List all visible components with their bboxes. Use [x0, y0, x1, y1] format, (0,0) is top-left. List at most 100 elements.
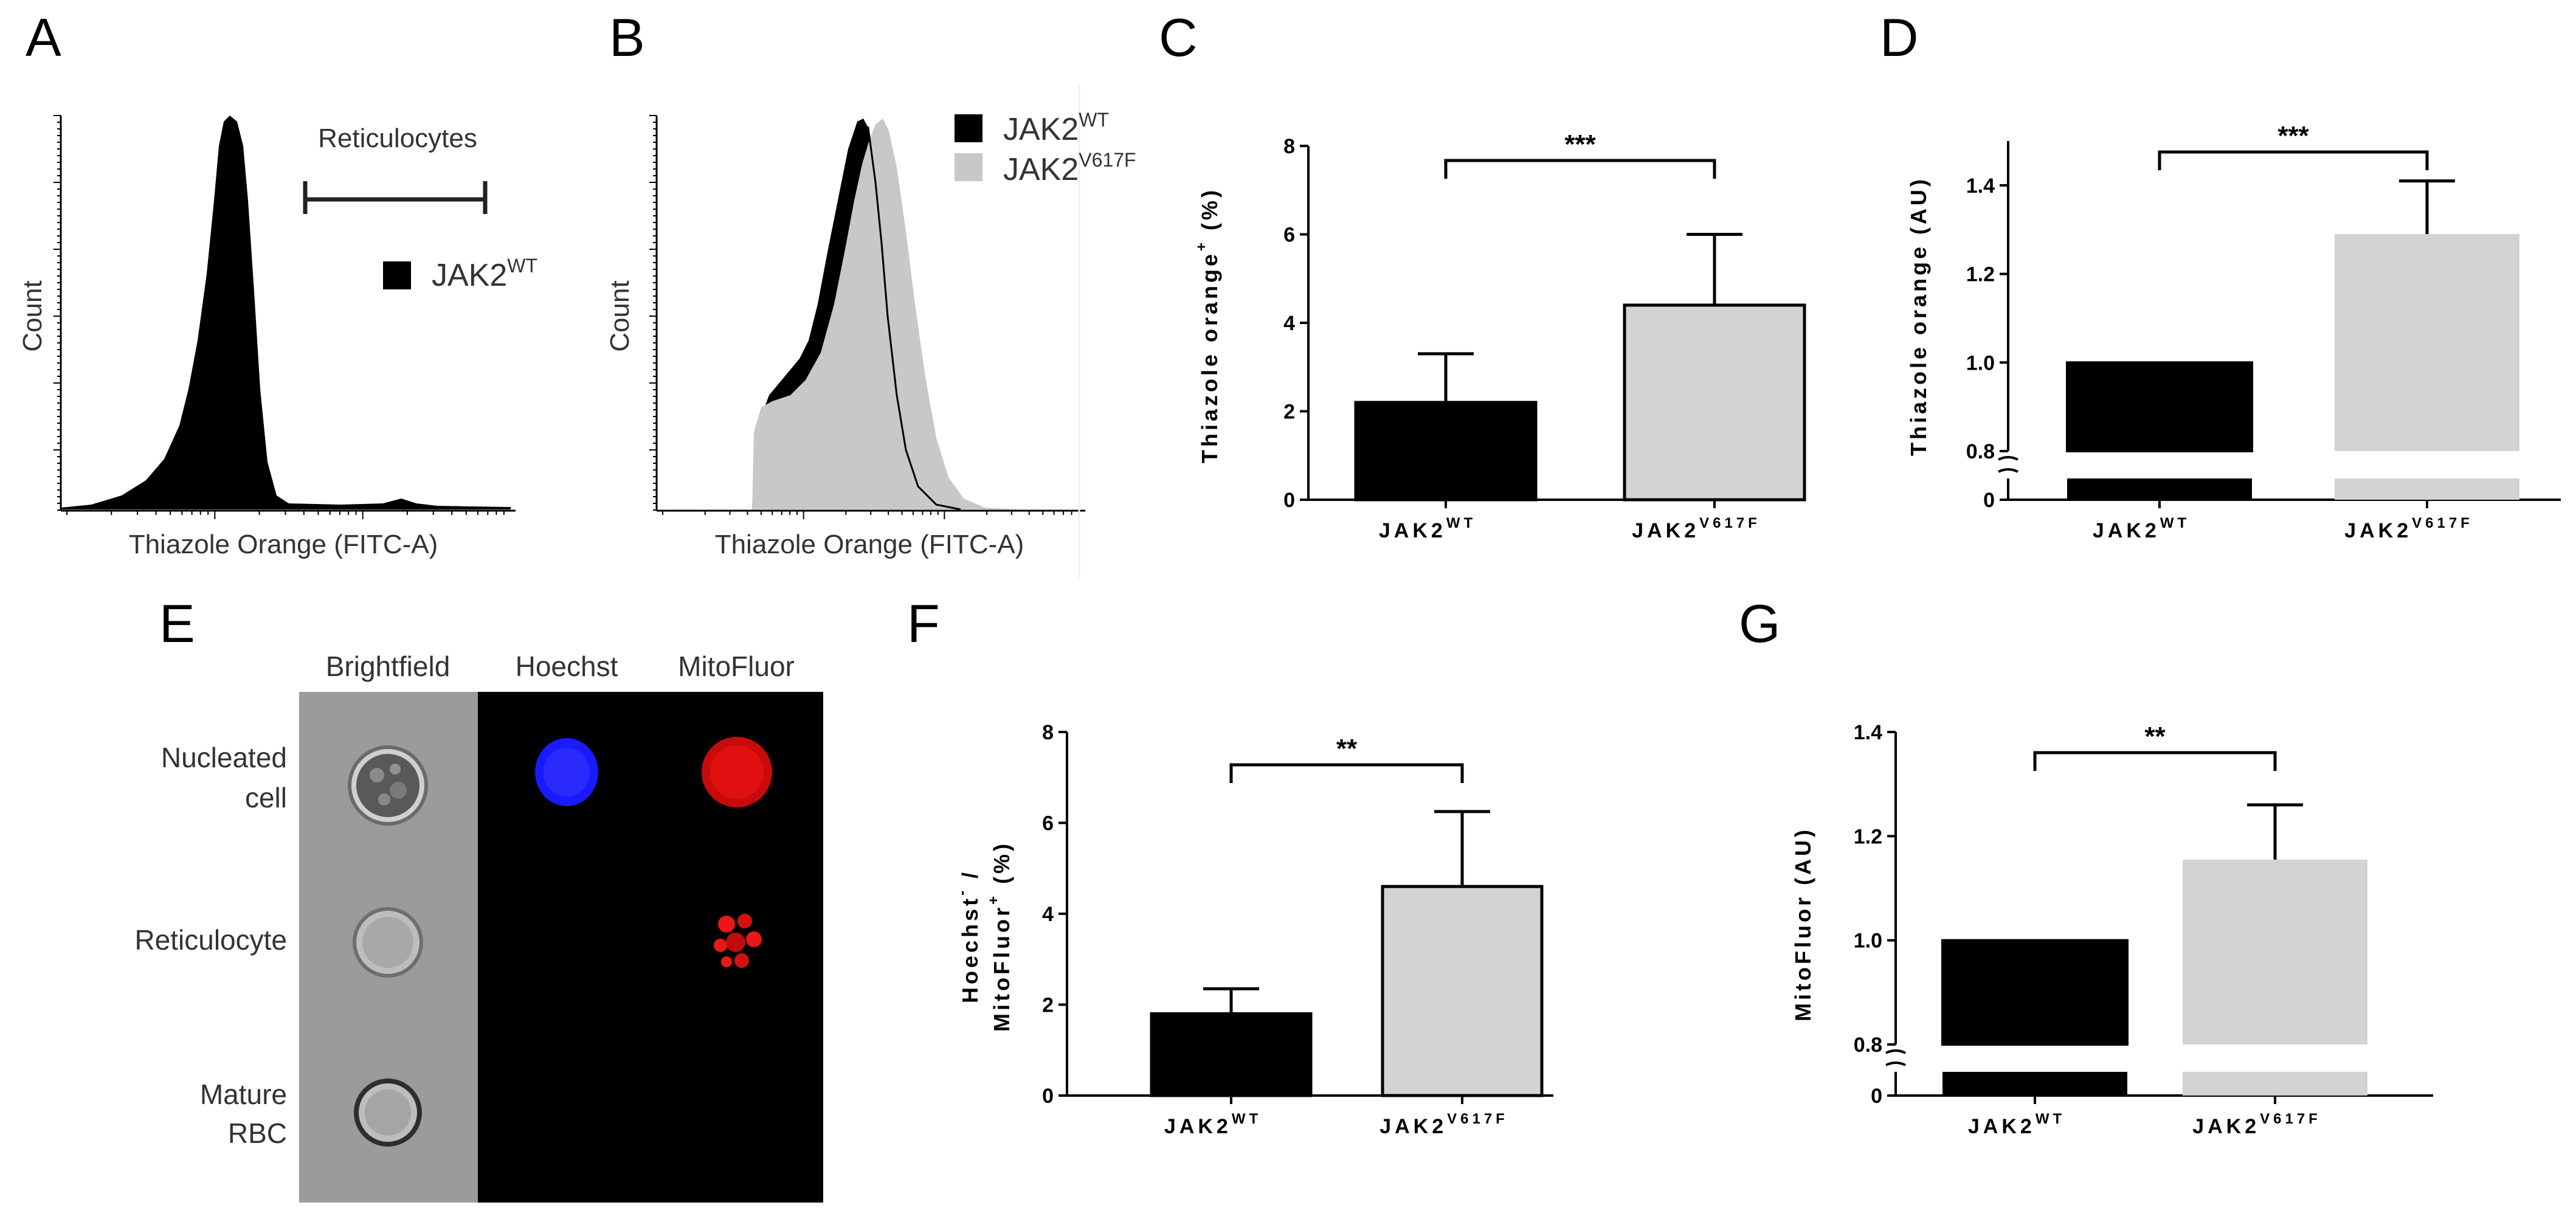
bar-wt-lower	[2067, 478, 2252, 500]
y-tick-label: 0	[1983, 489, 1995, 512]
y-tick-label: 2	[1042, 994, 1054, 1017]
significance-bracket	[1444, 159, 1716, 179]
x-category-label: JAK2V617F	[1380, 1111, 1508, 1138]
panel-label-f: F	[907, 593, 940, 654]
y-tick-label: 1.4	[1966, 174, 1995, 198]
panel-label-e: E	[159, 593, 195, 654]
panel-a-x-label: Thiazole Orange (FITC-A)	[129, 530, 438, 559]
panel-e-row1-line2: cell	[245, 782, 287, 813]
y-tick-label: 0	[1871, 1085, 1882, 1108]
y-tick-label: 1.2	[1966, 263, 1995, 286]
panel-b-x-ticks	[662, 511, 1080, 519]
y-tick-label: 8	[1042, 721, 1054, 744]
y-tick-label: 6	[1283, 224, 1295, 247]
x-category-label: JAK2WT	[1379, 515, 1476, 542]
panel-g-y-label: MitoFluor (AU)	[1790, 827, 1815, 1021]
significance-label: **	[1336, 734, 1358, 764]
significance-bracket	[2033, 751, 2277, 771]
significance-label: **	[2144, 722, 2166, 751]
panel-e-col-mitofluor: MitoFluor	[678, 651, 795, 682]
x-category-label: JAK2WT	[1968, 1111, 2065, 1138]
panel-b-y-label: Count	[605, 280, 635, 351]
panel-a-histogram: Reticulocytes JAK2WT Count Thiazole Oran…	[18, 115, 537, 559]
bar-v617f	[2183, 859, 2367, 1044]
panel-e-row1-line1: Nucleated	[161, 742, 287, 773]
panel-g-bar-chart: MitoFluor (AU) 0 0.8 1.0 1.2 1.4 JAK2WT JAK2V6…	[1790, 721, 2433, 1138]
panel-c-y-label: Thiazole orange+ (%)	[1193, 187, 1222, 463]
panel-e-nucleated-mitofluor-core	[710, 745, 764, 799]
panel-e-nucleated-cell-brightfield	[348, 745, 428, 826]
y-tick-label: 6	[1042, 812, 1054, 835]
bar-wt	[1941, 939, 2129, 1046]
panel-label-g: G	[1739, 593, 1780, 654]
panel-e-col-brightfield: Brightfield	[326, 651, 451, 682]
significance-label: ***	[2277, 121, 2309, 151]
y-tick-label: 1.2	[1854, 825, 1882, 848]
panel-a-y-label: Count	[18, 280, 47, 351]
panel-f-y-label-line1: Hoechst- /	[954, 869, 982, 1003]
panel-e-row2-line1: Reticulocyte	[134, 924, 287, 956]
panel-a-x-ticks	[66, 511, 505, 519]
y-tick-label: 1.0	[1854, 930, 1882, 953]
axis-break-mark	[1885, 1049, 1906, 1054]
panel-b-wt-outline	[857, 120, 961, 511]
y-tick-label: 8	[1283, 135, 1295, 158]
bar-v617f-lower	[2335, 478, 2519, 500]
panel-e-row3-line2: RBC	[228, 1117, 287, 1149]
x-category-label: JAK2WT	[2093, 515, 2190, 542]
y-tick-label: 1.4	[1854, 721, 1882, 744]
x-category-label: JAK2V617F	[1632, 515, 1761, 542]
bar-wt	[1354, 401, 1538, 502]
panel-f-bar-chart: Hoechst- / MitoFluor+ (%) 0 2 4 6 8 JAK2WT JAK…	[954, 721, 1553, 1138]
panel-label-c: C	[1159, 7, 1198, 67]
panel-a-legend-swatch	[383, 261, 411, 289]
y-tick-label: 0.8	[1966, 440, 1995, 463]
panel-b-legend-v617f-label: JAK2V617F	[1003, 149, 1136, 187]
bar-v617f-lower	[2183, 1072, 2367, 1096]
bar-v617f	[1381, 885, 1544, 1097]
y-tick-label: 1.0	[1966, 351, 1995, 375]
panel-e-rbc-brightfield	[354, 1079, 422, 1147]
panel-b-histogram: JAK2WT JAK2V617F Count Thiazole Orange (…	[605, 85, 1136, 578]
panel-b-legend-wt-label: JAK2WT	[1003, 109, 1109, 147]
panel-f-y-label-line2: MitoFluor+ (%)	[986, 841, 1014, 1032]
y-tick-label: 0.8	[1854, 1034, 1882, 1057]
panel-d-bar-chart: Thiazole orange (AU) 0 0.8 1.0 1.2 1.4 JAK2WT…	[1906, 121, 2561, 542]
panel-e-nucleated-hoechst-core	[544, 748, 590, 796]
panel-label-b: B	[609, 7, 645, 67]
significance-bracket	[1229, 763, 1464, 783]
axis-break-mark	[1998, 468, 2018, 473]
x-category-label: JAK2V617F	[2344, 515, 2473, 542]
panel-d-y-label: Thiazole orange (AU)	[1906, 176, 1931, 456]
panel-a-y-ticks	[54, 115, 61, 511]
axis-break-mark	[1998, 456, 2018, 461]
x-category-label: JAK2WT	[1164, 1111, 1262, 1138]
panel-e-imaging: Brightfield Hoechst MitoFluor	[134, 651, 823, 1203]
axis-break-mark	[1885, 1061, 1906, 1066]
significance-bracket	[2158, 150, 2429, 170]
bar-v617f	[2335, 234, 2519, 451]
panel-e-reticulocyte-brightfield	[353, 907, 423, 978]
bar-wt	[1150, 1012, 1313, 1097]
panel-a-gate-label: Reticulocytes	[318, 123, 477, 153]
bar-wt	[2066, 361, 2253, 452]
y-tick-label: 4	[1283, 312, 1295, 335]
y-tick-label: 0	[1042, 1085, 1054, 1108]
significance-label: ***	[1564, 129, 1596, 159]
panel-label-a: A	[26, 7, 61, 67]
x-category-label: JAK2V617F	[2192, 1111, 2321, 1138]
panel-e-reticulocyte-mitofluor	[714, 914, 762, 968]
panel-b-x-label: Thiazole Orange (FITC-A)	[715, 530, 1024, 559]
panel-a-legend-label: JAK2WT	[432, 255, 537, 293]
y-tick-label: 4	[1042, 903, 1054, 926]
y-tick-label: 2	[1283, 401, 1295, 424]
panel-b-legend-wt-swatch	[955, 114, 982, 142]
panel-b-y-ticks	[649, 115, 657, 511]
panel-e-col-hoechst: Hoechst	[516, 651, 618, 682]
bar-v617f	[1623, 303, 1806, 502]
panel-a-wt-histogram	[61, 116, 511, 509]
panel-c-bar-chart: Thiazole orange+ (%) 0 2 4 6 8 JAK2WT JAK2V617…	[1193, 129, 1806, 542]
panel-e-row3-line1: Mature	[200, 1079, 287, 1110]
panel-label-d: D	[1880, 7, 1919, 67]
